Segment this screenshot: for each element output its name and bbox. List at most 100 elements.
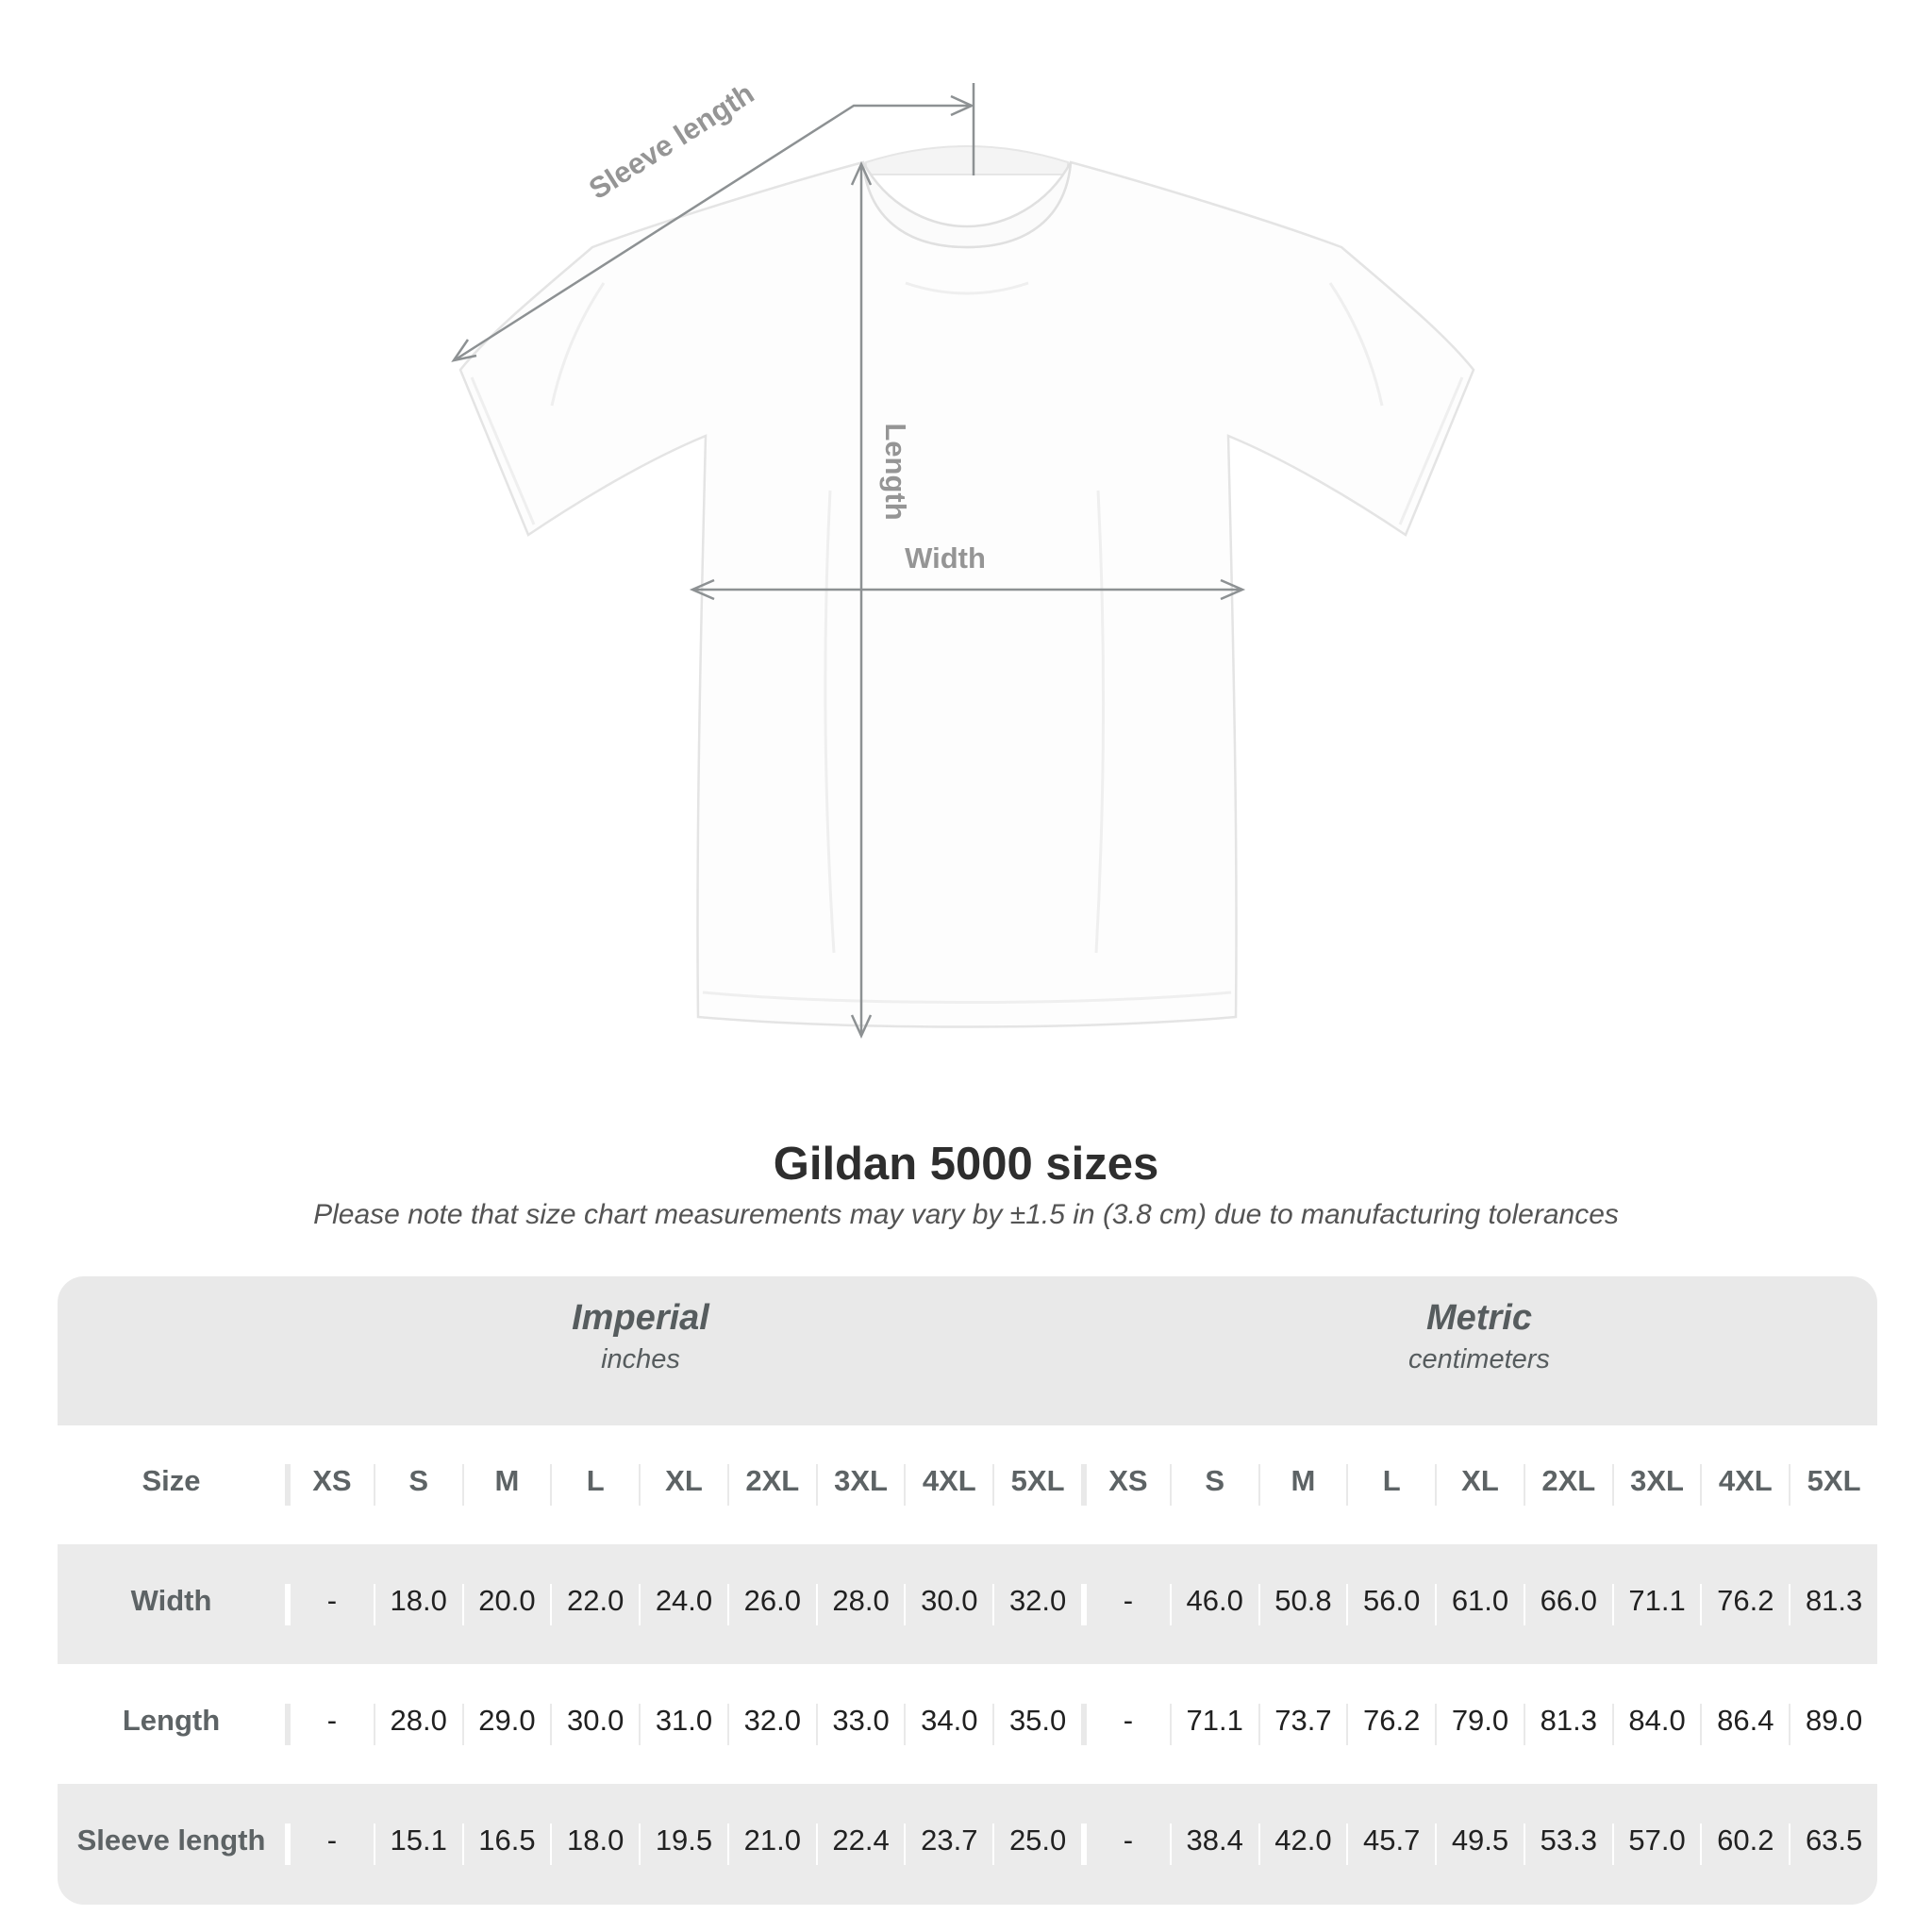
cell: 24.0 — [639, 1583, 727, 1625]
metric-label: Metric — [1426, 1298, 1532, 1338]
tolerance-note: Please note that size chart measurements… — [313, 1199, 1619, 1230]
row-label: Sleeve length — [76, 1824, 266, 1857]
imperial-label: Imperial — [572, 1298, 709, 1338]
col-header: 4XL — [1700, 1464, 1789, 1506]
cell: 18.0 — [550, 1824, 639, 1865]
cell: 79.0 — [1435, 1703, 1524, 1745]
cell: 32.0 — [726, 1703, 816, 1745]
col-header: S — [373, 1464, 462, 1506]
col-header: L — [550, 1464, 639, 1506]
cell: 34.0 — [904, 1703, 992, 1745]
tshirt-body — [458, 160, 1475, 1028]
length-arrow — [850, 160, 873, 1040]
sleeve-length-arrow — [451, 83, 975, 362]
cell: 16.5 — [461, 1824, 551, 1865]
tshirt-back-collar — [865, 145, 1069, 175]
col-header: XL — [1435, 1464, 1524, 1506]
col-header: S — [1169, 1464, 1258, 1506]
col-header: 3XL — [1611, 1464, 1701, 1506]
size-header-row: Size XS S M L XL 2XL 3XL 4XL 5XL XS S M … — [58, 1425, 1877, 1544]
cell: - — [285, 1703, 374, 1745]
cell: 19.5 — [639, 1824, 727, 1865]
cell: 22.4 — [815, 1824, 905, 1865]
cell: 35.0 — [992, 1703, 1081, 1745]
cell: - — [285, 1583, 374, 1625]
tshirt-diagram — [451, 83, 1475, 1040]
cell: 53.3 — [1523, 1824, 1612, 1865]
cell: 50.8 — [1257, 1583, 1347, 1625]
metric-group-header: Metric centimeters — [1081, 1276, 1877, 1425]
table-row-width: Width - 18.0 20.0 22.0 24.0 26.0 28.0 30… — [58, 1544, 1877, 1664]
cell: - — [1081, 1824, 1170, 1865]
cell: 57.0 — [1611, 1824, 1701, 1865]
cell: 31.0 — [639, 1703, 727, 1745]
cell: 60.2 — [1700, 1824, 1789, 1865]
length-label: Length — [879, 423, 912, 521]
cell: 73.7 — [1257, 1703, 1347, 1745]
metric-units: centimeters — [1408, 1344, 1550, 1374]
col-header: XS — [1081, 1464, 1170, 1506]
cell: 42.0 — [1257, 1824, 1347, 1865]
cell: 21.0 — [726, 1824, 816, 1865]
col-header: L — [1346, 1464, 1435, 1506]
cell: 76.2 — [1346, 1703, 1435, 1745]
cell: 32.0 — [992, 1583, 1081, 1625]
col-header: 2XL — [1523, 1464, 1612, 1506]
cell: 18.0 — [373, 1583, 462, 1625]
cell: 56.0 — [1346, 1583, 1435, 1625]
cell: 28.0 — [373, 1703, 462, 1745]
cell: 20.0 — [461, 1583, 551, 1625]
table-row-sleeve-length: Sleeve length - 15.1 16.5 18.0 19.5 21.0… — [58, 1784, 1877, 1905]
cell: 89.0 — [1789, 1703, 1877, 1745]
tshirt-collar-band — [861, 161, 1073, 249]
cell: 76.2 — [1700, 1583, 1789, 1625]
cell: 25.0 — [992, 1824, 1081, 1865]
cell: 61.0 — [1435, 1583, 1524, 1625]
cell: - — [285, 1824, 374, 1865]
cell: 86.4 — [1700, 1703, 1789, 1745]
cell: 15.1 — [373, 1824, 462, 1865]
cell: 28.0 — [815, 1583, 905, 1625]
row-label: Width — [130, 1583, 212, 1617]
unit-header-band: Imperial inches Metric centimeters — [58, 1276, 1877, 1425]
cell: 38.4 — [1169, 1824, 1258, 1865]
cell: 30.0 — [904, 1583, 992, 1625]
cell: 63.5 — [1789, 1824, 1877, 1865]
cell: 30.0 — [550, 1703, 639, 1745]
col-header: 5XL — [1789, 1464, 1877, 1506]
col-header: 4XL — [904, 1464, 992, 1506]
imperial-group-header: Imperial inches — [242, 1276, 1039, 1425]
cell: 49.5 — [1435, 1824, 1524, 1865]
cell: 29.0 — [461, 1703, 551, 1745]
col-header: 2XL — [726, 1464, 816, 1506]
cell: 23.7 — [904, 1824, 992, 1865]
col-header: 3XL — [815, 1464, 905, 1506]
tshirt-fold-lines — [470, 281, 1464, 1004]
cell: 81.3 — [1523, 1703, 1612, 1745]
col-header: XL — [639, 1464, 727, 1506]
cell: 71.1 — [1611, 1583, 1701, 1625]
col-header: XS — [285, 1464, 374, 1506]
cell: 26.0 — [726, 1583, 816, 1625]
row-label: Length — [122, 1703, 221, 1737]
cell: 33.0 — [815, 1703, 905, 1745]
page-title: Gildan 5000 sizes — [773, 1139, 1159, 1190]
imperial-units: inches — [601, 1344, 680, 1374]
col-header: 5XL — [992, 1464, 1081, 1506]
cell: - — [1081, 1703, 1170, 1745]
col-header: M — [461, 1464, 551, 1506]
cell: - — [1081, 1583, 1170, 1625]
cell: 81.3 — [1789, 1583, 1877, 1625]
width-arrow — [689, 578, 1246, 601]
cell: 45.7 — [1346, 1824, 1435, 1865]
cell: 22.0 — [550, 1583, 639, 1625]
col-header: M — [1257, 1464, 1347, 1506]
size-header: Size — [142, 1464, 201, 1497]
cell: 71.1 — [1169, 1703, 1258, 1745]
cell: 46.0 — [1169, 1583, 1258, 1625]
width-label: Width — [905, 541, 986, 575]
cell: 66.0 — [1523, 1583, 1612, 1625]
table-row-length: Length - 28.0 29.0 30.0 31.0 32.0 33.0 3… — [58, 1664, 1877, 1784]
size-chart-table: Imperial inches Metric centimeters Size … — [58, 1276, 1877, 1905]
cell: 84.0 — [1611, 1703, 1701, 1745]
